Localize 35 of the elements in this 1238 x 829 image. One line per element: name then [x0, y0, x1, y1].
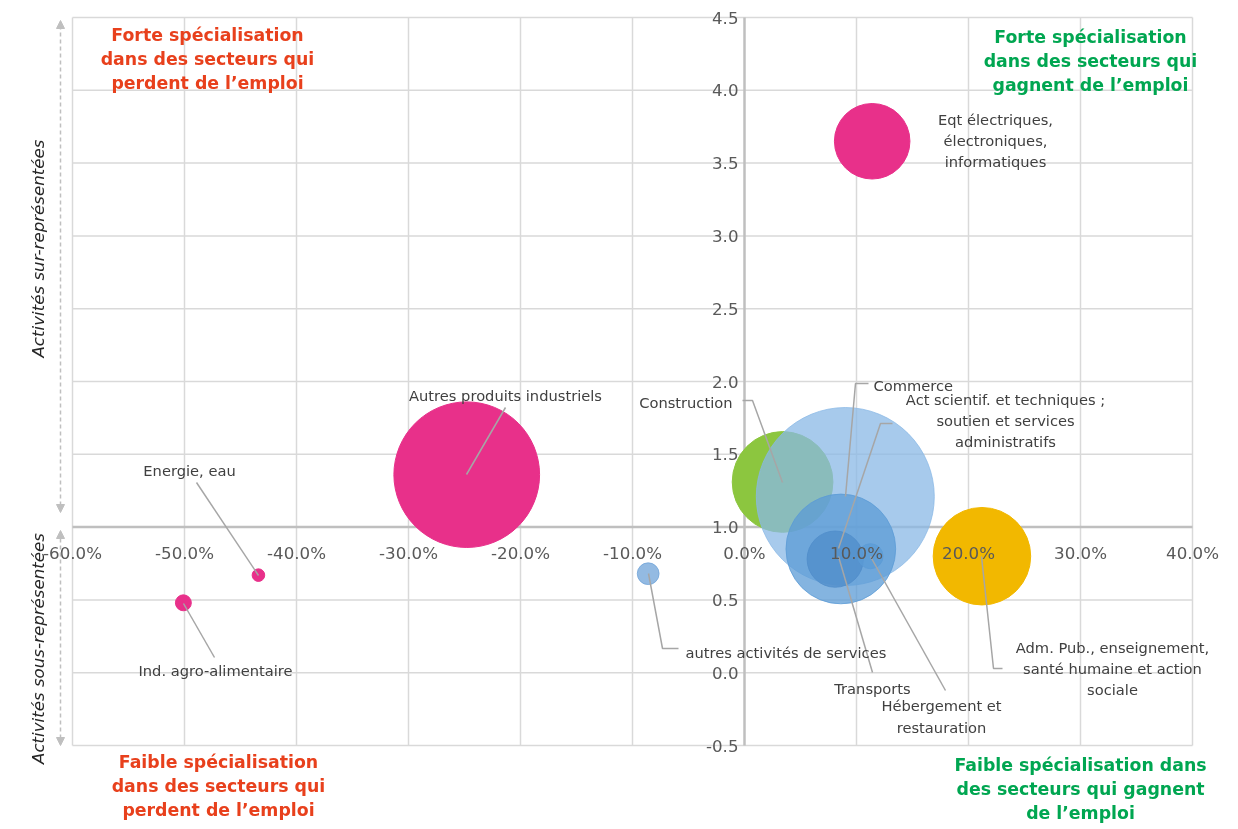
text: Hébergement et restauration [881, 697, 1002, 736]
y-tick-label: 1.0 [712, 518, 739, 538]
y-tick-label: 2.0 [712, 372, 739, 392]
text: Activités sur-représentées [29, 139, 48, 359]
text: autres activités de services [685, 644, 887, 661]
x-tick-label: 40.0% [1166, 543, 1219, 563]
y-tick-label: -0.5 [706, 736, 739, 756]
text: Construction [639, 394, 733, 411]
series-label: Eqt électriques, électroniques, informatiques [938, 110, 1053, 171]
text: Energie, eau [143, 462, 236, 479]
x-tick-label: 30.0% [1054, 543, 1107, 563]
x-tick-label: -10.0% [603, 543, 662, 563]
annotation: Forte spécialisation dans des secteurs qui gagnent de l’emploi [983, 26, 1198, 95]
y-tick-label: 4.0 [712, 81, 739, 101]
series-label: Autres produits industriels [409, 387, 602, 404]
x-tick-label: -20.0% [491, 543, 550, 563]
x-tick-label: 0.0% [723, 543, 766, 563]
y-tick-label: 1.5 [712, 445, 739, 465]
text: Transports [833, 680, 911, 697]
y-tick-label: 0.5 [712, 590, 739, 610]
x-tick-label: 10.0% [830, 543, 883, 563]
x-tick-label: -30.0% [379, 543, 438, 563]
text: Faible spécialisation dans des secteurs qui gagnent de l’emploi [954, 754, 1207, 823]
annotation: Forte spécialisation dans des secteurs qui perdent de l’emploi [100, 24, 315, 93]
y-tick-label: 3.5 [712, 154, 739, 174]
x-tick-label: -40.0% [267, 543, 326, 563]
y-tick-label: 3.0 [712, 226, 739, 246]
x-tick-label: -50.0% [155, 543, 214, 563]
text: Ind. agro-alimentaire [138, 662, 293, 679]
y-tick-label: 0.0 [712, 663, 739, 683]
text: Adm. Pub., enseignement, santé humaine et action sociale [1015, 638, 1210, 699]
text: Faible spécialisation dans des secteurs qui perdent de l’emploi [111, 751, 326, 820]
y-tick-label: 4.5 [712, 8, 739, 28]
x-tick-label: 20.0% [942, 543, 995, 563]
y-tick-label: 2.5 [712, 299, 739, 319]
